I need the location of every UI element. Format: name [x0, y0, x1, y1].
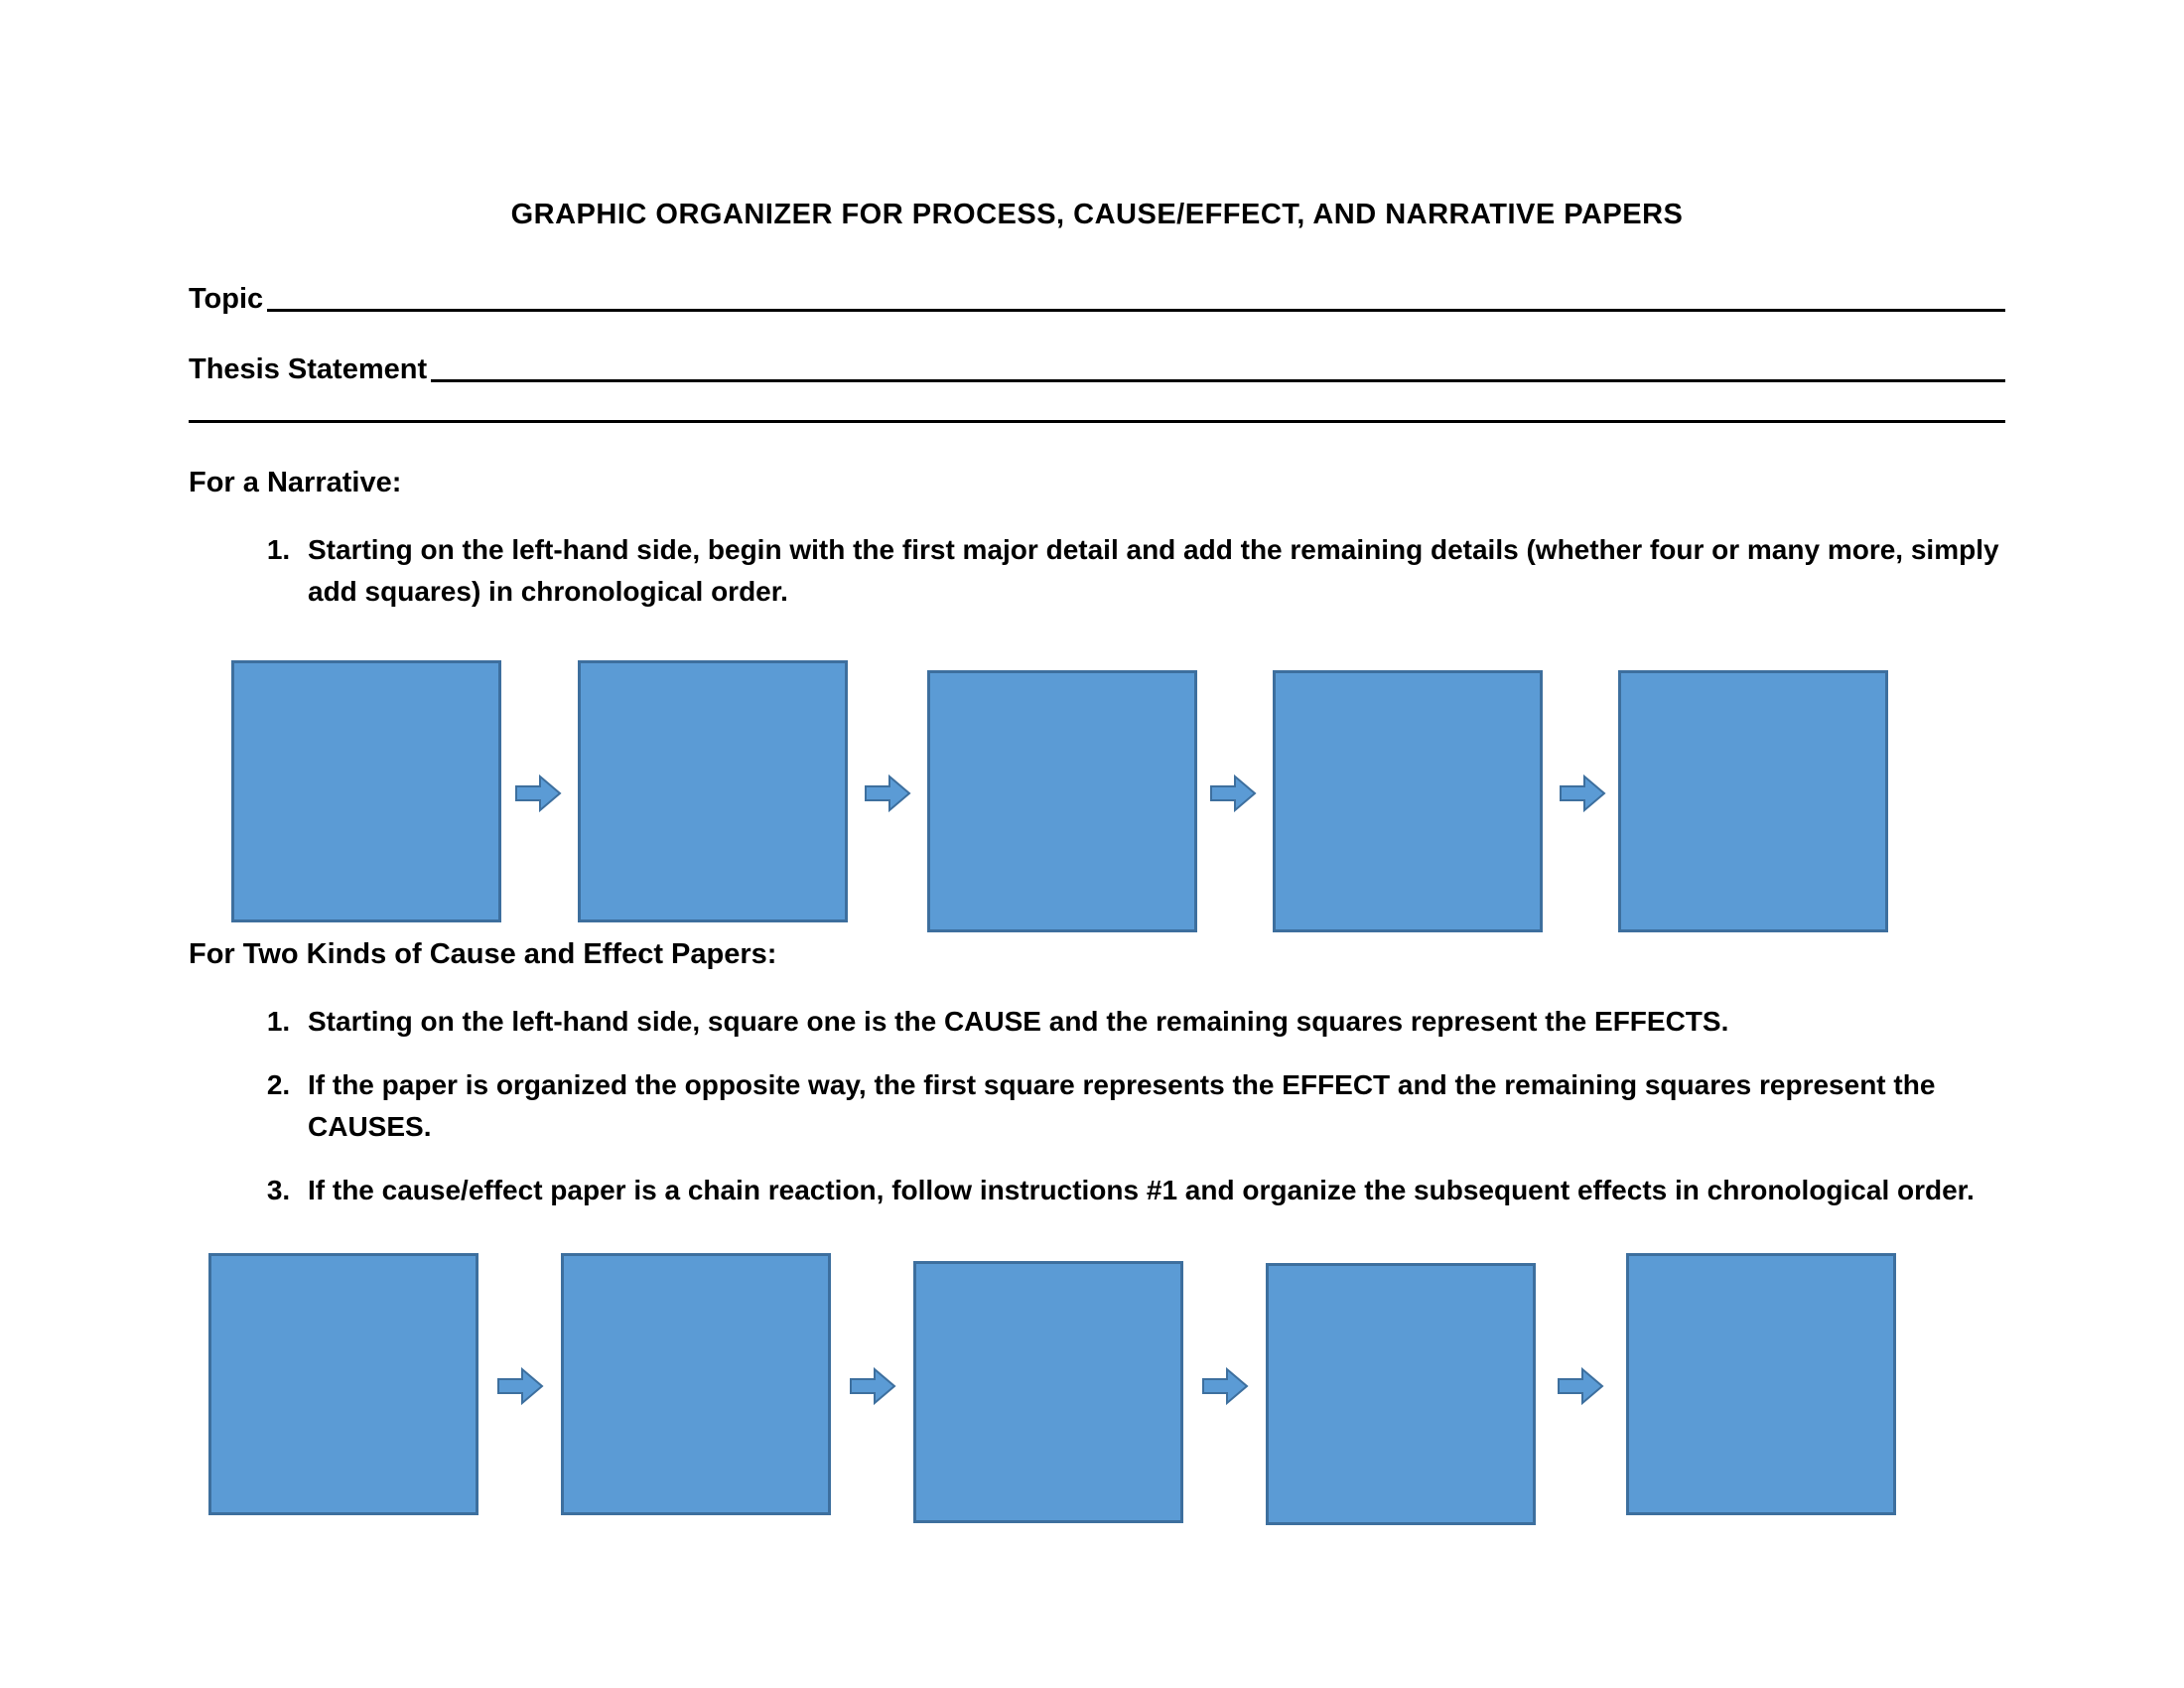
arrow-right-icon	[496, 1366, 544, 1406]
page-title: GRAPHIC ORGANIZER FOR PROCESS, CAUSE/EFF…	[189, 199, 2005, 231]
arrow-right-icon	[514, 774, 562, 813]
flow-box	[208, 1253, 478, 1515]
topic-underline	[267, 309, 2005, 312]
list-item: Starting on the left-hand side, square o…	[298, 1001, 2005, 1043]
narrative-instructions: Starting on the left-hand side, begin wi…	[189, 529, 2005, 613]
list-item: If the cause/effect paper is a chain rea…	[298, 1170, 2005, 1211]
cause-effect-heading: For Two Kinds of Cause and Effect Papers…	[189, 938, 2005, 971]
flow-box	[1626, 1253, 1896, 1515]
cause-effect-instructions: Starting on the left-hand side, square o…	[189, 1001, 2005, 1211]
topic-field: Topic	[189, 283, 2005, 316]
narrative-heading: For a Narrative:	[189, 467, 2005, 499]
thesis-field: Thesis Statement	[189, 353, 2005, 386]
thesis-underline-2	[189, 420, 2005, 423]
thesis-label: Thesis Statement	[189, 353, 427, 386]
thesis-underline	[431, 379, 2005, 382]
thesis-continued	[189, 424, 2005, 427]
flow-row-cause-effect	[189, 1253, 2005, 1521]
arrow-right-icon	[1557, 1366, 1604, 1406]
list-item: If the paper is organized the opposite w…	[298, 1064, 2005, 1148]
topic-label: Topic	[189, 283, 263, 316]
flow-box	[231, 660, 501, 922]
flow-box	[913, 1261, 1183, 1523]
list-item: Starting on the left-hand side, begin wi…	[298, 529, 2005, 613]
page: GRAPHIC ORGANIZER FOR PROCESS, CAUSE/EFF…	[0, 0, 2184, 1688]
flow-box	[927, 670, 1197, 932]
arrow-right-icon	[1559, 774, 1606, 813]
flow-box	[578, 660, 848, 922]
flow-box	[561, 1253, 831, 1515]
arrow-right-icon	[1209, 774, 1257, 813]
flow-box	[1266, 1263, 1536, 1525]
flow-row-narrative	[189, 660, 2005, 928]
arrow-right-icon	[1201, 1366, 1249, 1406]
flow-box	[1618, 670, 1888, 932]
arrow-right-icon	[849, 1366, 896, 1406]
flow-box	[1273, 670, 1543, 932]
arrow-right-icon	[864, 774, 911, 813]
